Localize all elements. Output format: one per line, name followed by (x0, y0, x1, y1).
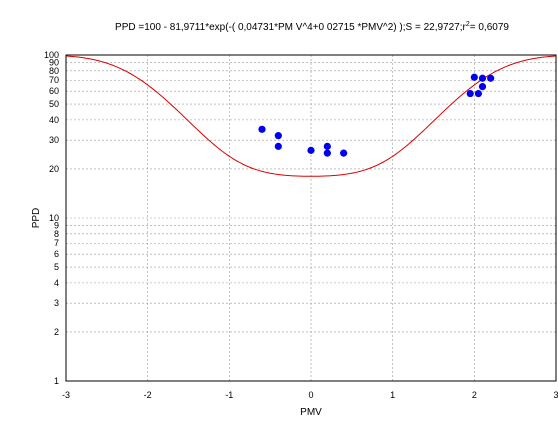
chart-title-superscript: 2 (466, 21, 470, 28)
data-point (323, 149, 331, 157)
data-point (478, 74, 487, 82)
grid (66, 55, 556, 381)
x-tick-labels: -3 -2 -1 0 1 2 3 (62, 390, 558, 400)
data-point (258, 125, 266, 133)
y-tick-label: 1 (54, 376, 59, 386)
y-tick-label: 40 (49, 115, 59, 125)
y-tick-label: 100 (44, 50, 59, 60)
data-points (258, 73, 495, 157)
data-point (274, 142, 282, 150)
data-point (340, 149, 348, 157)
y-tick-label: 50 (49, 99, 59, 109)
y-tick-label: 80 (49, 66, 59, 76)
data-point (478, 82, 487, 91)
x-tick-label: 3 (553, 390, 558, 400)
data-point (470, 73, 478, 81)
data-point (466, 89, 474, 98)
y-tick-label: 5 (54, 262, 59, 272)
y-tick-label: 9 (54, 220, 59, 230)
y-tick-label: 70 (49, 75, 59, 85)
y-tick-label: 30 (49, 135, 59, 145)
data-point (474, 89, 483, 98)
x-tick-label: -2 (144, 390, 152, 400)
y-tick-label: 8 (54, 229, 59, 239)
x-axis-label: PMV (300, 407, 322, 418)
x-tick-label: -3 (62, 390, 70, 400)
chart-title-main: PPD =100 - 81,9711*exp(-( 0,04731*PM V^4… (115, 22, 466, 33)
y-tick-label: 60 (49, 86, 59, 96)
y-tick-label: 2 (54, 327, 59, 337)
x-tick-label: 1 (390, 390, 395, 400)
x-tick-label: 2 (472, 390, 477, 400)
y-tick-label: 20 (49, 164, 59, 174)
data-point (487, 74, 495, 82)
y-tick-label: 3 (54, 298, 59, 308)
plot-area (65, 54, 557, 382)
fit-curve (65, 55, 557, 177)
y-tick-label: 10 (49, 213, 59, 223)
y-tick-label: 4 (54, 278, 59, 288)
y-tick-label: 90 (49, 57, 59, 67)
x-tick-label: 0 (308, 390, 313, 400)
data-point (307, 146, 315, 154)
y-tick-label: 7 (54, 238, 59, 248)
chart-title: PPD =100 - 81,9711*exp(-( 0,04731*PM V^4… (115, 21, 509, 33)
data-point (323, 142, 331, 150)
y-axis-label: PPD (31, 208, 42, 229)
y-tick-label: 6 (54, 249, 59, 259)
chart-title-tail: = 0,6079 (470, 22, 510, 33)
data-point (274, 132, 282, 140)
x-tick-label: -1 (225, 390, 233, 400)
fit-curve-layer (65, 55, 557, 177)
